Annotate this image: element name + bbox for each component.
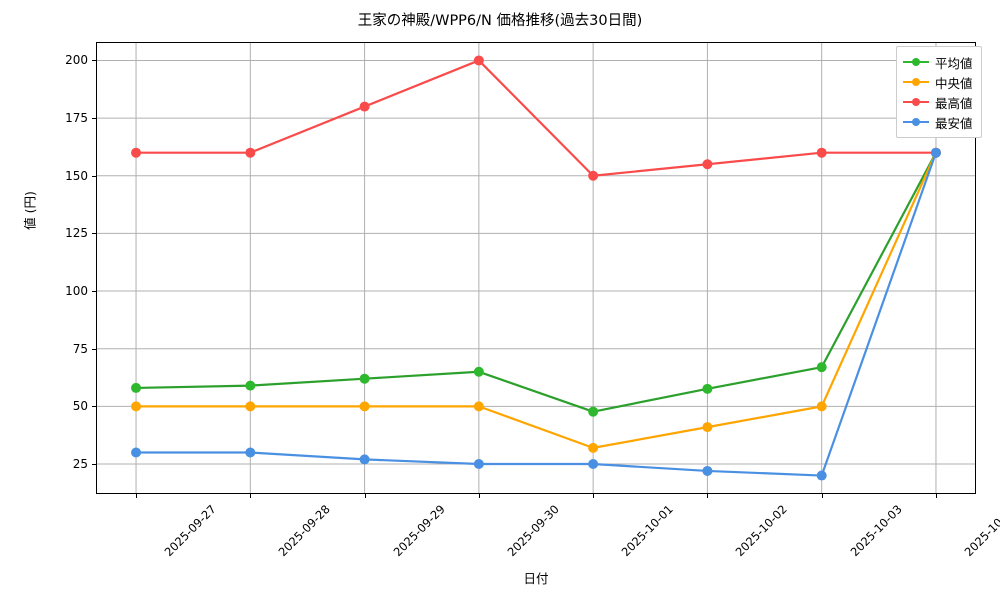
y-tick-label: 175 bbox=[65, 111, 88, 126]
series-line bbox=[134, 151, 938, 477]
x-tick-mark bbox=[707, 494, 709, 498]
data-point-marker bbox=[359, 101, 370, 112]
legend-item-max[interactable]: 最高値 bbox=[903, 92, 973, 112]
data-point-marker bbox=[702, 159, 713, 170]
data-point-marker bbox=[131, 382, 142, 393]
grid-lines bbox=[96, 42, 976, 494]
y-tick-label: 100 bbox=[65, 284, 88, 299]
legend-item-median[interactable]: 中央値 bbox=[903, 72, 973, 92]
x-tick-mark bbox=[250, 494, 252, 498]
plot-frame bbox=[96, 42, 976, 494]
data-point-marker bbox=[473, 459, 484, 470]
legend-item-avg[interactable]: 平均値 bbox=[903, 52, 973, 72]
data-point-marker bbox=[816, 401, 827, 412]
data-point-marker bbox=[930, 147, 941, 158]
x-axis-label: 日付 bbox=[523, 571, 549, 586]
data-point-marker bbox=[245, 380, 256, 391]
y-axis-label: 値 (円) bbox=[22, 191, 38, 230]
x-tick-label: 2025-10-03 bbox=[847, 502, 905, 560]
data-point-marker bbox=[588, 459, 599, 470]
y-tick-label: 75 bbox=[72, 341, 88, 356]
x-tick-mark bbox=[136, 494, 138, 498]
legend-label-max: 最高値 bbox=[935, 95, 973, 111]
legend-label-min: 最安値 bbox=[935, 115, 973, 131]
data-point-marker bbox=[359, 373, 370, 384]
data-point-marker bbox=[702, 383, 713, 394]
data-point-marker bbox=[131, 147, 142, 158]
y-tick-label: 50 bbox=[72, 399, 88, 414]
data-point-marker bbox=[473, 401, 484, 412]
series-line bbox=[134, 59, 938, 177]
x-tick-label: 2025-09-28 bbox=[275, 502, 334, 560]
legend-marker-max-icon bbox=[903, 96, 929, 108]
x-tick-label: 2025-10-01 bbox=[618, 502, 676, 560]
data-point-marker bbox=[245, 401, 256, 412]
data-point-marker bbox=[245, 447, 256, 458]
data-point-marker bbox=[359, 401, 370, 412]
data-point-marker bbox=[588, 406, 599, 417]
data-series-group bbox=[131, 55, 941, 481]
legend-label-median: 中央値 bbox=[935, 75, 973, 91]
data-point-marker bbox=[702, 422, 713, 433]
data-point-marker bbox=[245, 147, 256, 158]
y-tick-label: 200 bbox=[65, 53, 88, 68]
chart-title: 王家の神殿/WPP6/N 価格推移(過去30日間) bbox=[357, 13, 643, 29]
data-point-marker bbox=[588, 442, 599, 453]
data-point-marker bbox=[131, 447, 142, 458]
legend-item-min[interactable]: 最安値 bbox=[903, 112, 973, 132]
x-tick-label: 2025-09-29 bbox=[390, 502, 448, 560]
x-tick-label: 2025-09-27 bbox=[161, 502, 219, 560]
series-line bbox=[134, 151, 938, 413]
x-tick-label: 2025-09-30 bbox=[504, 502, 562, 560]
chart-legend: 平均値 中央値 最高値 最安値 bbox=[896, 46, 982, 138]
data-point-marker bbox=[131, 401, 142, 412]
x-tick-mark bbox=[935, 494, 937, 498]
data-point-marker bbox=[359, 454, 370, 465]
data-point-marker bbox=[473, 55, 484, 66]
legend-marker-min-icon bbox=[903, 116, 929, 128]
data-point-marker bbox=[816, 147, 827, 158]
x-tick-mark bbox=[364, 494, 366, 498]
legend-marker-median-icon bbox=[903, 76, 929, 88]
x-tick-mark bbox=[593, 494, 595, 498]
data-point-marker bbox=[816, 470, 827, 481]
plot-area bbox=[96, 42, 976, 494]
x-tick-label: 2025-10-02 bbox=[732, 502, 791, 560]
x-tick-mark bbox=[478, 494, 480, 498]
data-point-marker bbox=[588, 170, 599, 181]
legend-label-avg: 平均値 bbox=[935, 55, 973, 71]
data-point-marker bbox=[816, 362, 827, 373]
x-tick-mark bbox=[821, 494, 823, 498]
data-point-marker bbox=[702, 465, 713, 476]
series-line bbox=[134, 151, 938, 449]
y-tick-label: 25 bbox=[72, 457, 88, 472]
legend-marker-avg-icon bbox=[903, 56, 929, 68]
x-tick-label: 2025-10-04 bbox=[961, 502, 1000, 560]
data-point-marker bbox=[473, 366, 484, 377]
